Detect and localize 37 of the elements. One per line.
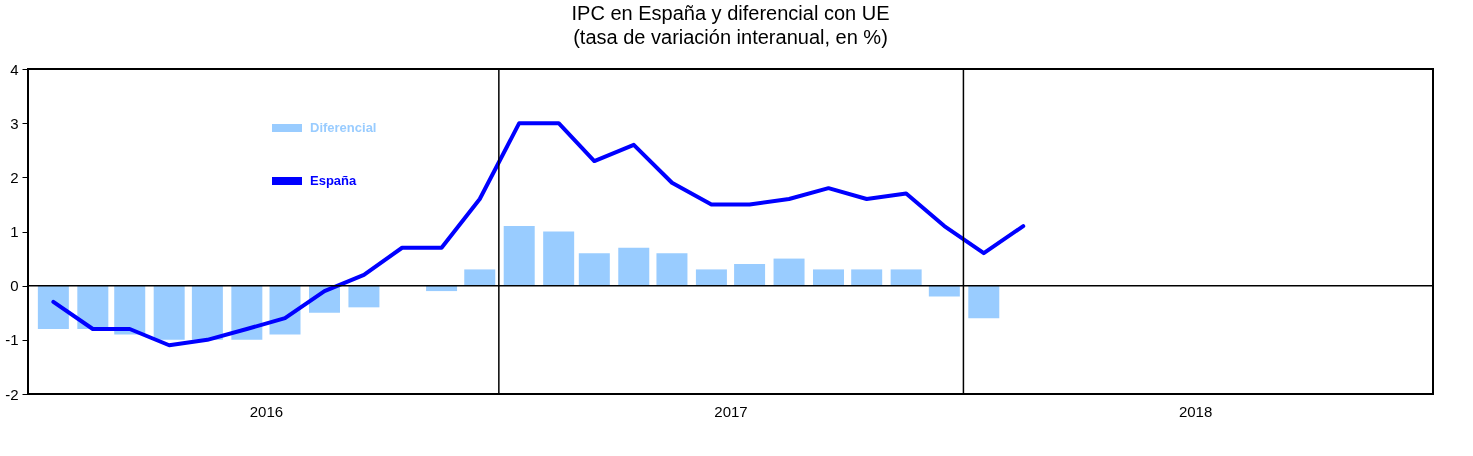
y-tick-label: 4 bbox=[10, 60, 19, 78]
y-tick-label: 3 bbox=[10, 114, 19, 132]
bar bbox=[851, 269, 883, 286]
x-tick-label: 2018 bbox=[1178, 402, 1213, 420]
bar bbox=[464, 269, 496, 286]
bar bbox=[153, 285, 185, 340]
bar bbox=[231, 285, 263, 340]
x-tick-label: 2017 bbox=[714, 402, 748, 420]
bar bbox=[618, 247, 650, 286]
y-tick-label: 1 bbox=[10, 223, 19, 240]
bar bbox=[734, 264, 766, 286]
bar bbox=[543, 231, 575, 286]
chart-title: IPC en España y diferencial con UE bbox=[571, 2, 890, 24]
bar bbox=[191, 285, 223, 340]
bar bbox=[77, 285, 109, 329]
bar bbox=[968, 285, 1000, 319]
y-tick-label: -2 bbox=[5, 385, 19, 403]
chart-subtitle: (tasa de variación interanual, en %) bbox=[573, 26, 888, 48]
y-tick-label: 2 bbox=[10, 168, 19, 186]
bar bbox=[578, 253, 610, 286]
bar bbox=[348, 285, 380, 308]
bar bbox=[503, 226, 535, 286]
bar bbox=[773, 258, 805, 286]
bar bbox=[695, 269, 727, 286]
bar bbox=[890, 269, 922, 286]
y-tick-label: 0 bbox=[10, 277, 19, 295]
bar bbox=[114, 285, 146, 335]
line-series bbox=[51, 121, 1026, 348]
bar bbox=[928, 285, 960, 297]
x-tick-label: 2016 bbox=[249, 402, 284, 420]
bar bbox=[426, 285, 458, 292]
legend-label: Diferencial bbox=[310, 120, 377, 135]
bar bbox=[813, 269, 845, 286]
bar bbox=[37, 285, 69, 329]
bar bbox=[656, 253, 688, 286]
y-tick-label: -1 bbox=[5, 331, 19, 349]
legend-label: España bbox=[310, 173, 358, 188]
